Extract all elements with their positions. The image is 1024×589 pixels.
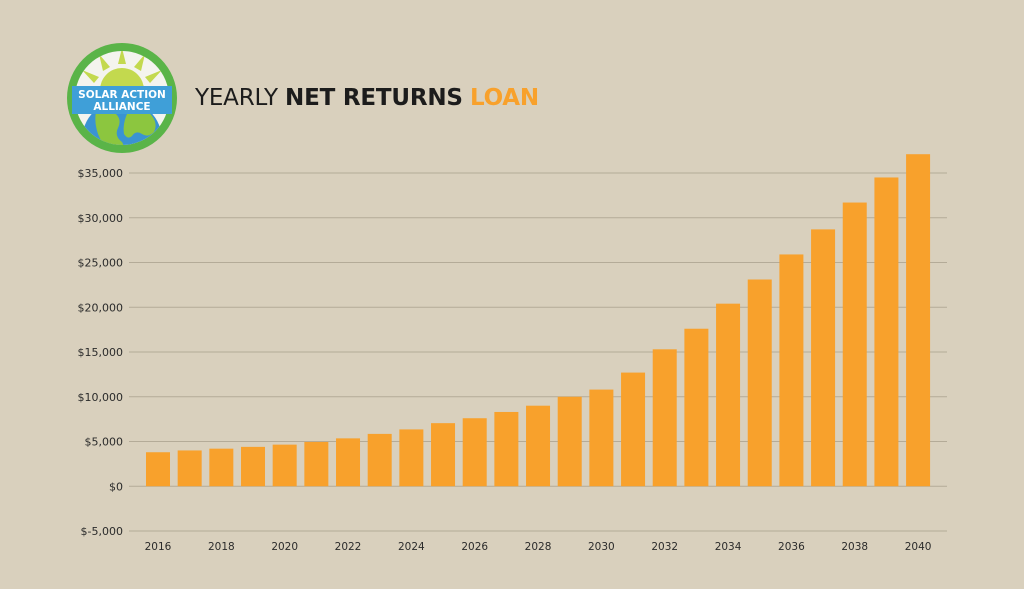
- y-tick-label: $30,000: [78, 212, 124, 225]
- x-tick-label-2018: 2018: [208, 541, 235, 553]
- solar-action-alliance-logo: SOLAR ACTION ALLIANCE: [67, 43, 177, 153]
- bar-2017: [177, 450, 202, 487]
- title-accent: LOAN: [469, 85, 539, 111]
- bar-2024: [399, 429, 424, 487]
- bar-2026: [462, 418, 487, 487]
- logo-banner: [72, 86, 172, 114]
- y-tick-label: $20,000: [78, 301, 124, 314]
- title-regular: YEARLY: [195, 85, 278, 111]
- chart-title: YEARLY NET RETURNS LOAN: [195, 84, 539, 112]
- bar-2036: [779, 254, 804, 487]
- title-bold: NET RETURNS: [285, 85, 463, 111]
- y-tick-label: $0: [109, 480, 123, 493]
- bar-2034: [716, 303, 741, 487]
- bars: [146, 154, 931, 487]
- bar-2030: [589, 389, 614, 487]
- bar-2037: [811, 229, 836, 487]
- x-tick-label-2028: 2028: [525, 541, 552, 553]
- y-tick-label: $25,000: [78, 257, 124, 270]
- x-tick-label-2036: 2036: [778, 541, 805, 553]
- bar-2018: [209, 448, 234, 487]
- y-tick-label: $-5,000: [81, 525, 123, 538]
- bar-2023: [367, 433, 392, 487]
- bar-2040: [906, 154, 931, 487]
- bar-2020: [272, 444, 297, 487]
- x-tick-label-2032: 2032: [651, 541, 678, 553]
- y-tick-label: $10,000: [78, 391, 124, 404]
- x-tick-label-2022: 2022: [335, 541, 362, 553]
- bar-2021: [304, 441, 329, 487]
- bar-2019: [241, 446, 266, 487]
- bar-2038: [842, 202, 867, 487]
- x-tick-label-2026: 2026: [461, 541, 488, 553]
- x-tick-label-2020: 2020: [271, 541, 298, 553]
- bar-2025: [431, 423, 456, 487]
- bar-2033: [684, 328, 709, 487]
- x-tick-label-2024: 2024: [398, 541, 425, 553]
- bar-2016: [146, 452, 170, 487]
- bar-2032: [652, 349, 677, 487]
- x-axis-tick-labels: 2016 2018 2020 2022 2024 2026 2028 2030 2032 2034…: [145, 541, 932, 553]
- y-tick-label: $5,000: [85, 436, 124, 449]
- logo-text-line1: SOLAR ACTION: [78, 89, 166, 101]
- y-tick-label: $15,000: [78, 346, 124, 359]
- x-tick-label-2040: 2040: [905, 541, 932, 553]
- x-tick-label-2030: 2030: [588, 541, 615, 553]
- bar-2035: [747, 279, 772, 487]
- bar-2039: [874, 177, 899, 487]
- bar-2028: [526, 405, 551, 487]
- x-tick-label-2034: 2034: [715, 541, 742, 553]
- logo-text-line2: ALLIANCE: [93, 101, 150, 113]
- y-axis-tick-labels: $35,000 $30,000 $25,000 $20,000 $15,000 $10,0…: [78, 167, 124, 538]
- x-tick-label-2016: 2016: [145, 541, 172, 553]
- bar-2031: [621, 372, 646, 487]
- bar-2027: [494, 411, 519, 487]
- x-tick-label-2038: 2038: [841, 541, 868, 553]
- bar-2022: [336, 438, 361, 487]
- bar-2029: [557, 396, 582, 487]
- y-tick-label: $35,000: [78, 167, 124, 180]
